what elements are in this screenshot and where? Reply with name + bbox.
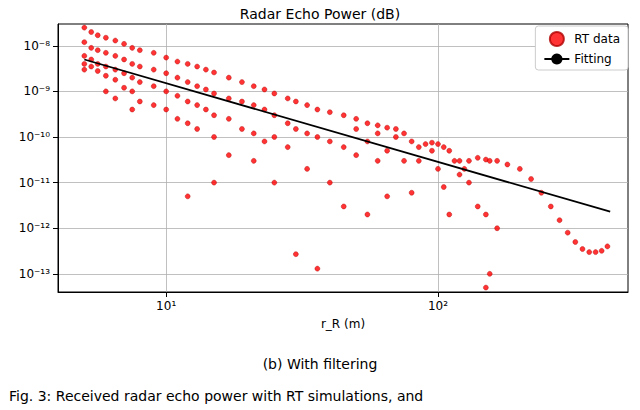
- svg-text:10⁻¹¹: 10⁻¹¹: [19, 176, 50, 190]
- svg-text:10¹: 10¹: [156, 299, 176, 313]
- svg-text:10⁻⁹: 10⁻⁹: [24, 84, 51, 98]
- svg-text:RT data: RT data: [574, 32, 620, 46]
- svg-text:Fig. 3: Received radar echo po: Fig. 3: Received radar echo power with R…: [9, 388, 423, 404]
- svg-text:10⁻¹²: 10⁻¹²: [19, 221, 50, 235]
- svg-text:10⁻⁸: 10⁻⁸: [24, 39, 51, 53]
- svg-text:10⁻¹⁰: 10⁻¹⁰: [19, 130, 50, 144]
- svg-text:r_R (m): r_R (m): [321, 317, 365, 331]
- svg-text:(b) With filtering: (b) With filtering: [263, 356, 378, 372]
- svg-text:10²: 10²: [428, 299, 448, 313]
- svg-text:Fitting: Fitting: [574, 52, 611, 66]
- svg-text:10⁻¹³: 10⁻¹³: [19, 267, 50, 281]
- svg-text:Radar Echo Power (dB): Radar Echo Power (dB): [240, 6, 400, 22]
